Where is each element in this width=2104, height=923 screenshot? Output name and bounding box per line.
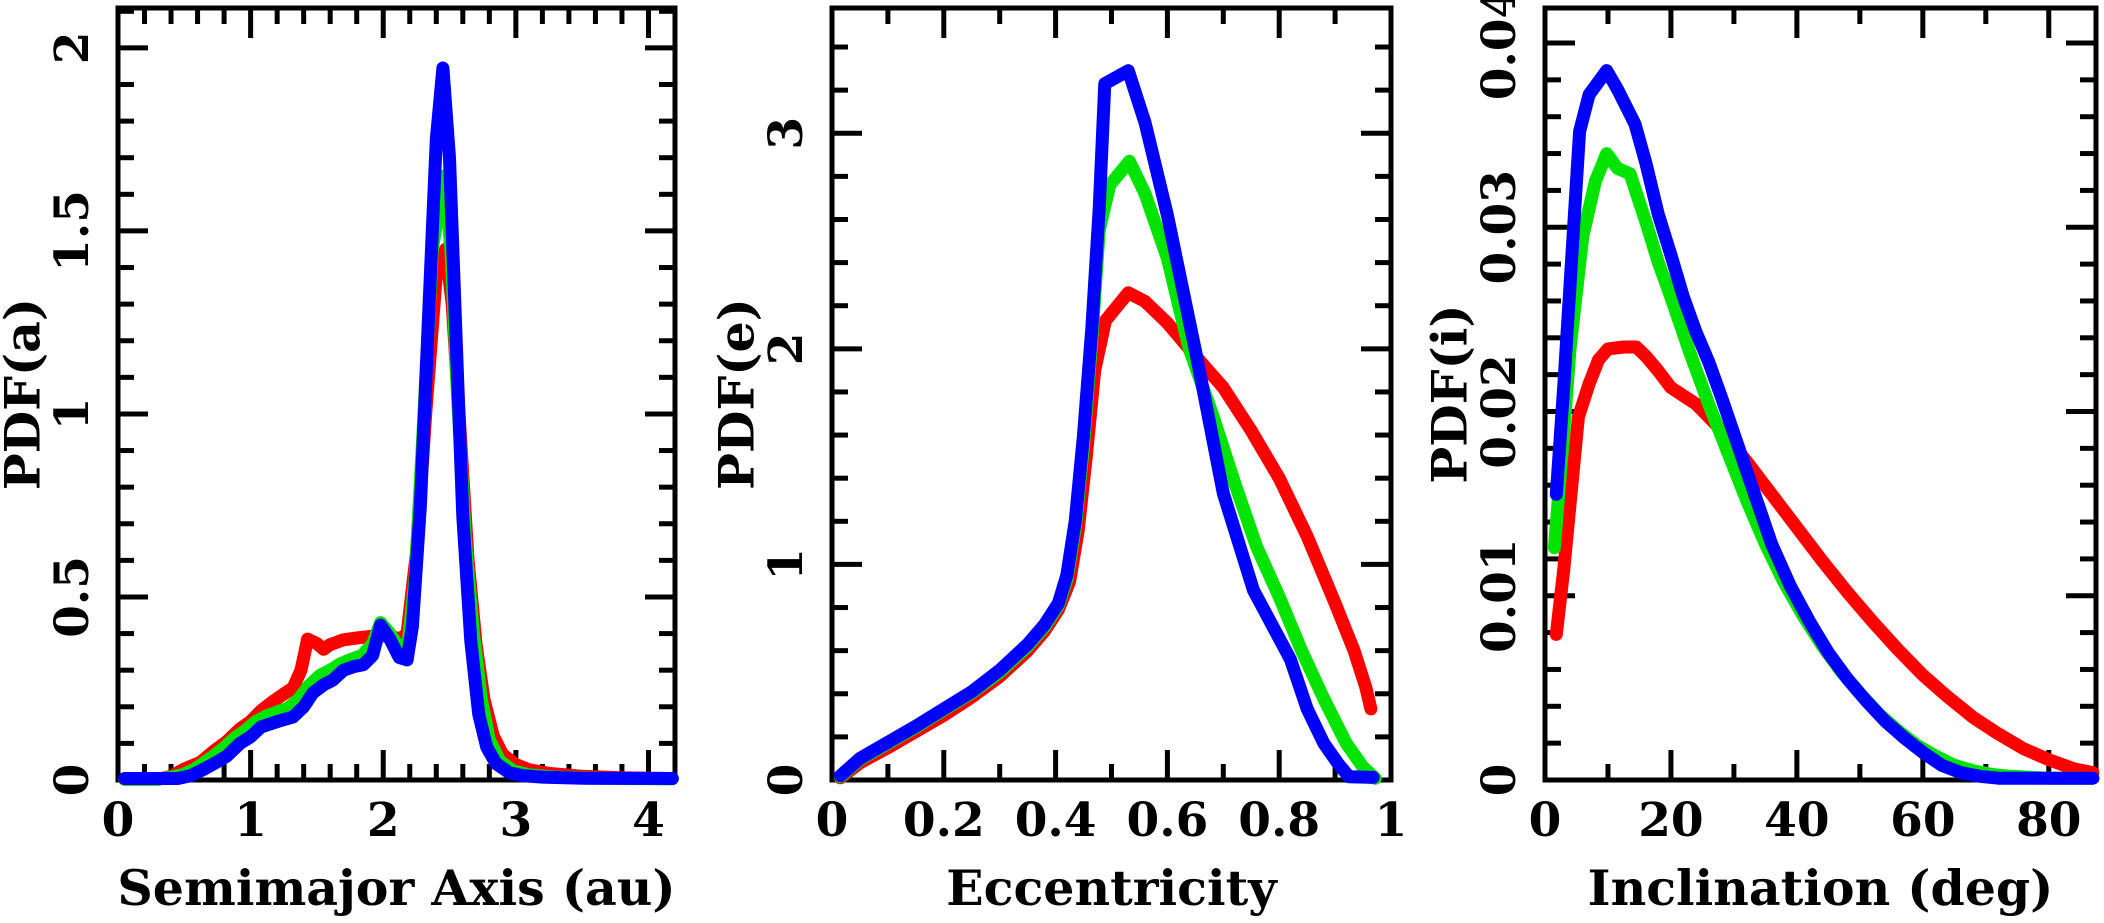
- y-tick-label: 2: [45, 32, 100, 65]
- x-tick-label: 1: [234, 793, 267, 848]
- y-tick-label: 1: [45, 398, 100, 431]
- y-tick-label: 0.01: [1472, 539, 1527, 653]
- x-axis-title: Inclination (deg): [1588, 859, 2054, 917]
- axis-ticks: [829, 8, 1394, 783]
- x-tick-label: 0.2: [903, 793, 985, 848]
- panel-1: 0 1 2 3 4 0 0.5 1 1.5 2 Semimajor Axis (au) PDF(a): [0, 5, 679, 917]
- red-pdf-curve: [833, 286, 1378, 785]
- green-pdf-curve: [1547, 147, 2100, 785]
- y-tick-label: 3: [759, 117, 814, 150]
- y-tick-label: 0.04: [1472, 0, 1527, 100]
- x-tick-label: 40: [1764, 793, 1829, 848]
- y-tick-label: 0: [45, 764, 100, 797]
- red-pdf-curve: [118, 242, 679, 786]
- x-tick-label: 0: [102, 793, 135, 848]
- x-tick-label: 0: [1529, 793, 1562, 848]
- blue-pdf-curve: [118, 61, 679, 785]
- x-tick-label: 3: [500, 793, 533, 848]
- x-tick-label: 0.4: [1015, 793, 1097, 848]
- y-tick-label: 0: [1472, 764, 1527, 797]
- green-pdf-curve: [118, 169, 679, 786]
- y-tick-label: 1.5: [45, 190, 100, 272]
- axis-ticks: [115, 8, 678, 783]
- x-tick-label: 2: [367, 793, 400, 848]
- x-tick-label: 20: [1638, 793, 1703, 848]
- y-tick-label: 0: [759, 764, 814, 797]
- axes-frame: [1542, 5, 2099, 783]
- y-tick-label: 1: [759, 548, 814, 581]
- x-tick-label: 60: [1890, 793, 1955, 848]
- y-tick-label: 2: [759, 332, 814, 365]
- x-tick-label: 0.8: [1238, 793, 1320, 848]
- axes-frame: [115, 5, 678, 783]
- panel-2: 0 0.2 0.4 0.6 0.8 1 0 1 2 3 Eccentricity PDF(e): [708, 5, 1408, 917]
- blue-pdf-curve: [833, 64, 1380, 784]
- x-tick-label: 0: [816, 793, 849, 848]
- panel-3: 0 20 40 60 80 0 0.01 0.02 0.03 0.04 Inclination (d…: [1421, 0, 2100, 917]
- red-pdf-curve: [1549, 340, 2100, 780]
- x-tick-label: 80: [2016, 793, 2081, 848]
- y-tick-label: 0.03: [1472, 170, 1527, 284]
- y-axis-title: PDF(i): [1421, 304, 1479, 483]
- x-axis-title: Eccentricity: [946, 859, 1278, 917]
- x-tick-label: 1: [1375, 793, 1408, 848]
- x-tick-label: 4: [632, 793, 665, 848]
- y-tick-label: 0.5: [45, 556, 100, 638]
- x-axis-title: Semimajor Axis (au): [117, 859, 675, 917]
- blue-pdf-curve: [1549, 64, 2100, 785]
- y-axis-title: PDF(e): [708, 298, 766, 490]
- x-tick-label: 0.6: [1127, 793, 1209, 848]
- y-tick-label: 0.02: [1472, 354, 1527, 468]
- y-axis-title: PDF(a): [0, 298, 52, 490]
